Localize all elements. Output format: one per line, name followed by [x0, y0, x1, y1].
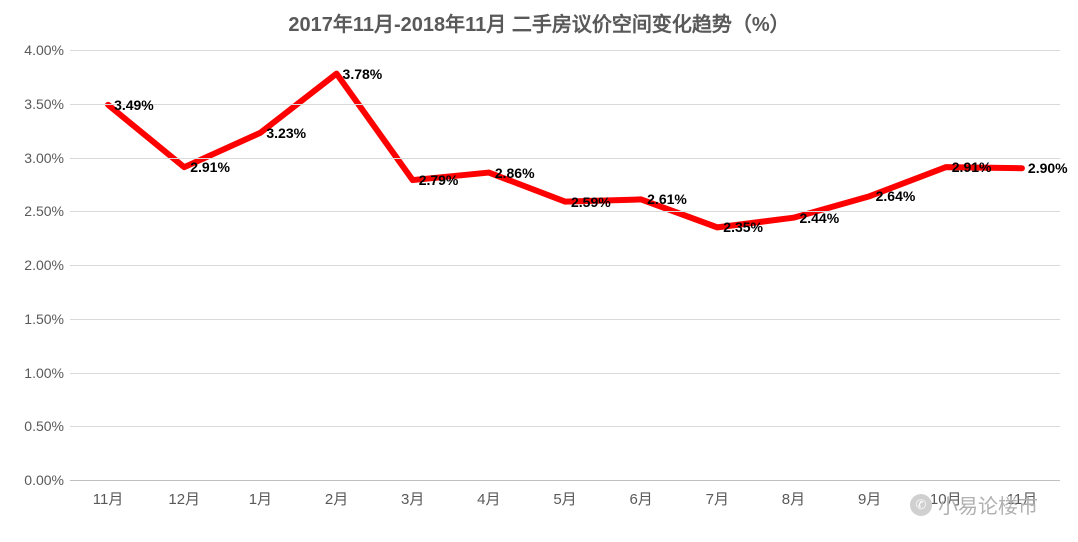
data-label: 3.49% — [114, 97, 154, 113]
gridline — [70, 265, 1060, 266]
data-label: 2.86% — [495, 165, 535, 181]
gridline — [70, 426, 1060, 427]
data-label: 2.79% — [419, 172, 459, 188]
data-label: 2.35% — [723, 219, 763, 235]
y-axis-label: 1.50% — [24, 311, 70, 327]
y-axis-label: 1.00% — [24, 365, 70, 381]
data-label: 2.90% — [1028, 160, 1068, 176]
data-label: 2.61% — [647, 191, 687, 207]
x-axis-label: 1月 — [249, 480, 272, 509]
gridline — [70, 373, 1060, 374]
x-axis-label: 6月 — [629, 480, 652, 509]
x-axis-label: 11月 — [93, 480, 124, 509]
x-axis-label: 12月 — [168, 480, 200, 509]
y-axis-label: 3.50% — [24, 96, 70, 112]
y-axis-label: 2.50% — [24, 203, 70, 219]
gridline — [70, 319, 1060, 320]
gridline — [70, 211, 1060, 212]
watermark-text: 小易论楼市 — [938, 490, 1038, 519]
chart-title: 2017年11月-2018年11月 二手房议价空间变化趋势（%） — [0, 8, 1078, 37]
x-axis-label: 8月 — [782, 480, 805, 509]
gridline — [70, 50, 1060, 51]
plot-area: 0.00%0.50%1.00%1.50%2.00%2.50%3.00%3.50%… — [70, 50, 1060, 480]
y-axis-label: 3.00% — [24, 150, 70, 166]
x-axis-label: 9月 — [858, 480, 881, 509]
gridline — [70, 104, 1060, 105]
data-label: 2.64% — [876, 188, 916, 204]
y-axis-label: 2.00% — [24, 257, 70, 273]
data-label: 2.44% — [799, 210, 839, 226]
x-axis-label: 2月 — [325, 480, 348, 509]
x-axis-label: 4月 — [477, 480, 500, 509]
x-axis-label: 3月 — [401, 480, 424, 509]
x-axis-label: 5月 — [553, 480, 576, 509]
watermark: ✆ 小易论楼市 — [910, 490, 1038, 519]
y-axis-label: 0.50% — [24, 418, 70, 434]
data-label: 3.78% — [343, 66, 383, 82]
x-axis-label: 7月 — [706, 480, 729, 509]
data-label: 2.91% — [952, 159, 992, 175]
data-label: 2.91% — [190, 159, 230, 175]
data-label: 3.23% — [266, 125, 306, 141]
chart-container: { "chart": { "type": "line", "title": "2… — [0, 0, 1078, 542]
y-axis-label: 0.00% — [24, 472, 70, 488]
y-axis-label: 4.00% — [24, 42, 70, 58]
wechat-icon: ✆ — [910, 494, 932, 516]
data-label: 2.59% — [571, 194, 611, 210]
